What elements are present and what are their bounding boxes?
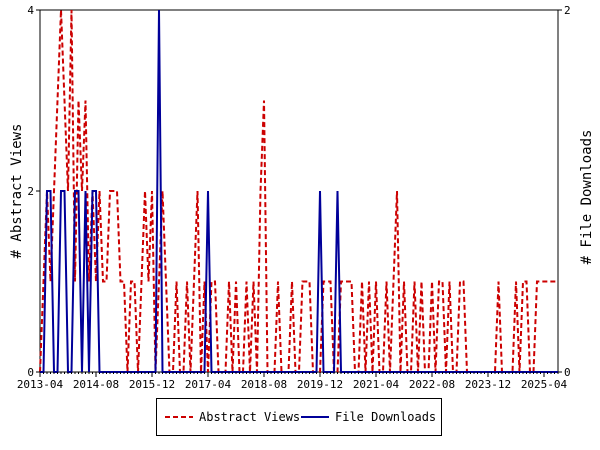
ticks-group: 0 2 4 0 2 2013-04 2014-08 2015-12 2017-04 2018-08… bbox=[17, 4, 571, 391]
y2-tick-label: 2 bbox=[564, 4, 571, 17]
legend-label-abstract-views: Abstract Views bbox=[199, 410, 301, 424]
y-tick-label: 0 bbox=[27, 366, 34, 379]
x-tick-label: 2013-04 bbox=[17, 378, 64, 391]
x-tick-label: 2015-12 bbox=[129, 378, 175, 391]
y2-axis-title: # File Downloads bbox=[579, 130, 595, 265]
legend-swatch-abstract-views bbox=[165, 416, 193, 418]
x-tick-label: 2017-04 bbox=[185, 378, 232, 391]
x-tick-label: 2018-08 bbox=[241, 378, 287, 391]
x-tick-label: 2019-12 bbox=[297, 378, 343, 391]
legend: Abstract Views File Downloads bbox=[156, 398, 442, 436]
legend-label-file-downloads: File Downloads bbox=[335, 410, 437, 424]
x-tick-label: 2021-04 bbox=[353, 378, 400, 391]
y-tick-label: 2 bbox=[27, 185, 34, 198]
series-line-abstract-views bbox=[39, 9, 558, 373]
series-layer bbox=[39, 9, 558, 373]
plot-frame bbox=[39, 9, 559, 373]
y-axis-title: # Abstract Views bbox=[9, 124, 25, 259]
x-tick-label: 2023-12 bbox=[465, 378, 511, 391]
y2-tick-label: 0 bbox=[564, 366, 571, 379]
legend-swatch-file-downloads bbox=[301, 416, 329, 418]
axes-group bbox=[39, 9, 559, 373]
y-tick-label: 4 bbox=[27, 4, 34, 17]
series-line-file-downloads bbox=[40, 9, 558, 373]
x-tick-label: 2025-04 bbox=[521, 378, 568, 391]
x-tick-label: 2014-08 bbox=[73, 378, 119, 391]
x-tick-label: 2022-08 bbox=[409, 378, 455, 391]
